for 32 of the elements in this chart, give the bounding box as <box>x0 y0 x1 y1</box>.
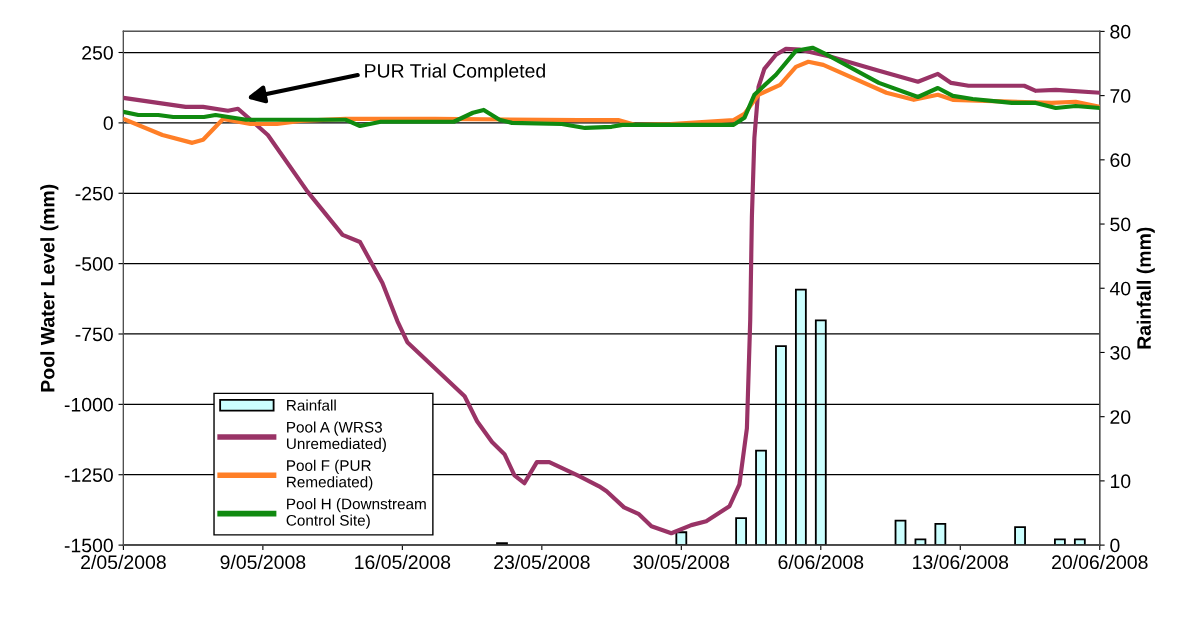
x-tick-label: 6/06/2008 <box>778 554 864 570</box>
y2-tick-label: 80 <box>1110 24 1131 39</box>
y-tick-label: -750 <box>75 327 113 342</box>
x-tick-label: 16/05/2008 <box>355 554 451 570</box>
y2-tick-label: 50 <box>1110 217 1131 232</box>
y-tick-label: -1000 <box>64 397 113 412</box>
y-axis-title: Pool Water Level (mm) <box>40 184 59 392</box>
x-tick-label: 23/05/2008 <box>494 554 590 570</box>
legend-label: Pool F (PUR Remediated) <box>287 459 373 491</box>
x-tick-label: 20/06/2008 <box>1052 554 1148 570</box>
annotation: PUR Trial Completed <box>365 63 545 82</box>
y2-tick-label: 40 <box>1109 281 1131 296</box>
x-tick-label: 2/05/2008 <box>81 554 166 570</box>
y-tick-label: -1250 <box>64 468 113 482</box>
y2-tick-label: 10 <box>1110 474 1131 489</box>
legend-label: Pool H (Downstream Control Site) <box>286 498 426 529</box>
legend-label: Rainfall <box>287 399 336 411</box>
x-tick-label: 30/05/2008 <box>633 554 730 570</box>
x-tick-label: 9/05/2008 <box>220 554 306 570</box>
y2-tick-label: 30 <box>1110 345 1131 360</box>
y2-tick-label: 70 <box>1110 89 1131 103</box>
legend-label: Pool A (WRS3 Unremediated) <box>287 421 386 453</box>
y2-tick-label: 60 <box>1110 153 1131 168</box>
y2-tick-label: 0 <box>1110 538 1120 553</box>
y2-tick-label: 20 <box>1110 410 1131 424</box>
y-tick-label: 250 <box>82 45 113 60</box>
y-tick-label: -250 <box>75 186 113 201</box>
y2-axis-title: Rainfall (mm) <box>1136 227 1155 349</box>
x-tick-label: 13/06/2008 <box>913 554 1009 570</box>
y-tick-label: -500 <box>75 257 113 271</box>
y-tick-label: 0 <box>103 116 113 131</box>
y-tick-label: -1500 <box>64 538 113 553</box>
